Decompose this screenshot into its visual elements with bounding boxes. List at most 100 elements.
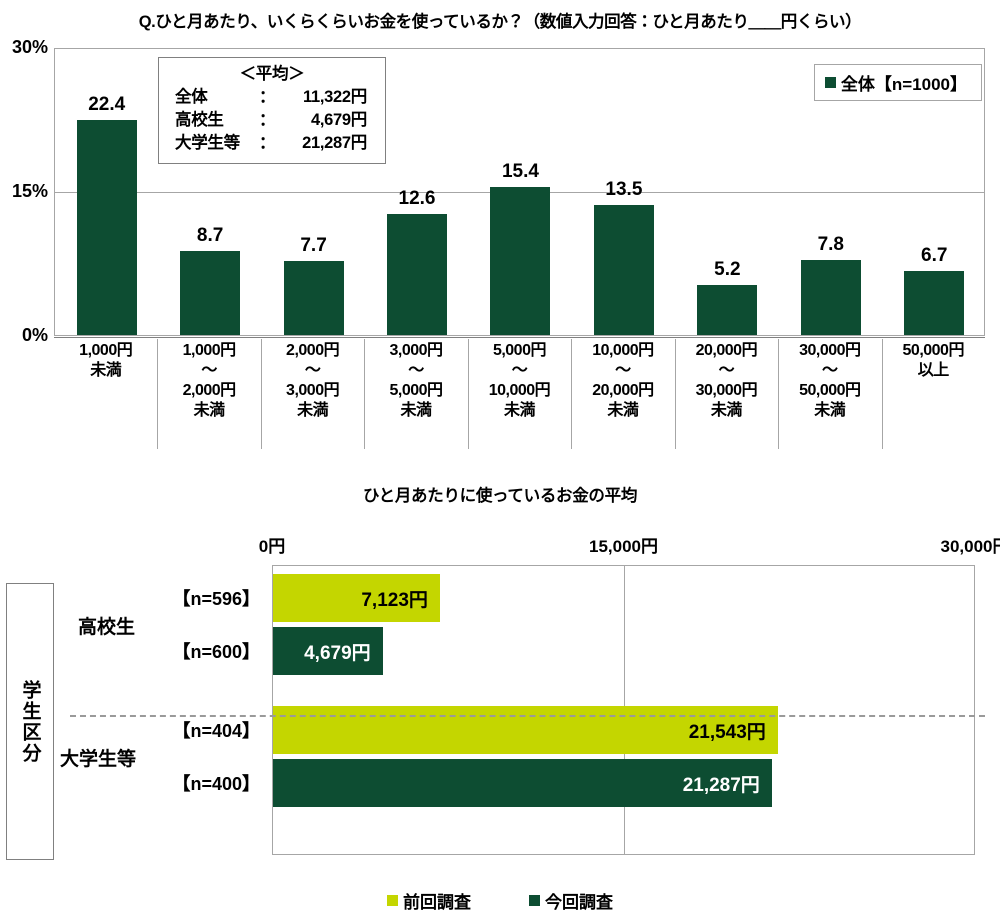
bar-value-label: 5.2 (714, 259, 741, 281)
category-label-line: ～ (718, 362, 735, 379)
category-label: 20,000円 ～ 30,000円 未満 (675, 337, 778, 455)
bar-column: 15.4 (469, 49, 572, 335)
category-label-line: 1,000円 (182, 342, 237, 359)
bottom-chart-title: ひと月あたりに使っているお金の平均 (362, 487, 638, 505)
category-label-line: 20,000円 (695, 342, 758, 359)
x-axis-tick-label: 0円 (258, 537, 286, 556)
category-label: 30,000円 ～ 50,000円 未満 (778, 337, 881, 455)
bottom-x-axis-labels: 0円 15,000円 30,000円 (0, 532, 1000, 558)
category-label-line: 未満 (607, 402, 639, 419)
x-axis-tick (54, 337, 60, 338)
category-label: 50,000円 以上 (882, 337, 985, 455)
bar-column: 12.6 (365, 49, 468, 335)
x-axis-tick (674, 337, 681, 338)
category-label-line: 30,000円 (799, 342, 861, 359)
horizontal-bar-value-label: 4,679円 (304, 642, 371, 664)
bar-value-label: 13.5 (605, 179, 643, 201)
x-axis-tick (778, 337, 785, 338)
category-label-line: 2,000円 (286, 342, 340, 359)
x-axis-tick (157, 337, 164, 338)
category-label-line: ～ (304, 362, 321, 379)
horizontal-bar-value-label: 21,287円 (682, 774, 760, 796)
category-label-line: 3,000円 (389, 342, 444, 359)
bar (904, 270, 965, 335)
category-separator (157, 339, 159, 449)
bar-column: 5.2 (676, 49, 779, 335)
x-axis-tick-label: 15,000円 (589, 537, 658, 556)
legend-label-current: 今回調査 (545, 893, 613, 912)
category-label: 3,000円 ～ 5,000円 未満 (364, 337, 467, 455)
monthly-spending-distribution-chart: Q.ひと月あたり、いくらくらいお金を使っているか？（数値入力回答：ひと月あたり＿… (11, 13, 986, 455)
horizontal-bar: 21,543円 (273, 706, 778, 754)
legend-label-overall: 全体【n=1000】 (840, 75, 967, 94)
category-label-line: ～ (615, 362, 631, 379)
average-key-overall: 全体 (175, 88, 208, 106)
category-label: 2,000円 ～ 3,000円 未満 (261, 337, 364, 455)
axis-title-box: 学生区分 (6, 583, 54, 860)
x-axis-tick (881, 337, 888, 338)
bar-value-label: 12.6 (398, 188, 436, 210)
x-axis-tick-label: 30,000円 (940, 537, 1000, 556)
bar (387, 214, 448, 335)
bar-column: 7.8 (779, 49, 882, 335)
legend-label-previous: 前回調査 (403, 893, 471, 912)
horizontal-bar-value-label: 7,123円 (361, 589, 428, 611)
bar-value-label: 8.7 (196, 225, 224, 247)
average-key-highschool: 高校生 (175, 111, 224, 129)
y-axis-tick-30: 30% (11, 37, 48, 57)
bar-value-label: 22.4 (88, 93, 126, 115)
category-label-line: 1,000円 (79, 342, 133, 359)
horizontal-bar-value-label: 21,543円 (688, 721, 766, 743)
y-axis-tick-15: 15% (11, 181, 48, 201)
category-label-line: ～ (822, 362, 838, 379)
bar (283, 261, 344, 335)
bar-value-label: 7.8 (817, 234, 845, 256)
x-axis-tick (260, 337, 267, 338)
average-colon-overall: ： (259, 88, 276, 106)
category-separator (881, 339, 883, 449)
average-key-university: 大学生等 (175, 134, 240, 152)
top-chart-title: Q.ひと月あたり、いくらくらいお金を使っているか？（数値入力回答：ひと月あたり＿… (138, 13, 862, 31)
bar-column: 8.7 (158, 49, 261, 335)
bar (593, 205, 654, 335)
category-label-line: 5,000円 (389, 382, 444, 399)
bar (490, 187, 551, 335)
top-chart-legend: 全体【n=1000】 (813, 64, 982, 101)
x-axis-tick (571, 337, 578, 338)
average-value-overall: 11,322円 (303, 88, 367, 106)
category-label: 5,000円 ～ 10,000円 未満 (468, 337, 571, 455)
category-label-line: 未満 (297, 402, 329, 419)
sample-size-label: 【n=596】 (172, 589, 260, 609)
category-separator (674, 339, 676, 449)
sample-size-label: 【n=400】 (172, 774, 260, 794)
bar-column: 7.7 (262, 49, 365, 335)
legend-swatch-current (529, 895, 540, 906)
category-axis: 1,000円 未満 1,000円～ 2,000円 未満 2,000円～ 3,000円 未満 3,… (54, 337, 985, 455)
category-label-line: 未満 (90, 362, 122, 379)
bar (76, 119, 137, 335)
category-label-line: 10,000円 (488, 382, 551, 399)
bar-value-label: 15.4 (501, 161, 539, 183)
x-axis-tick (467, 337, 474, 338)
average-box-heading: ＜平均＞ (239, 65, 305, 83)
group-divider-line (70, 715, 985, 717)
average-colon-university: ： (259, 134, 276, 152)
category-label-line: 以上 (917, 362, 950, 379)
average-colon-highschool: ： (259, 111, 276, 129)
bottom-plot-area: 7,123円 4,679円 21,543円 21,287円 (272, 565, 975, 855)
legend-swatch-previous (387, 895, 398, 906)
horizontal-bar: 4,679円 (273, 627, 383, 675)
category-separator (571, 339, 573, 449)
average-value-university: 21,287円 (302, 134, 367, 152)
sample-size-label: 【n=600】 (172, 642, 260, 662)
category-label-line: 50,000円 (902, 342, 965, 359)
category-label-line: 20,000円 (592, 382, 654, 399)
bar-column: 6.7 (883, 49, 986, 335)
bar-column: 13.5 (572, 49, 675, 335)
category-label-line: ～ (408, 362, 424, 379)
group-name-label: 高校生 (78, 616, 136, 638)
category-label-line: 未満 (193, 402, 226, 419)
category-label-line: ～ (511, 362, 528, 379)
category-label-line: 30,000円 (695, 382, 758, 399)
category-label-line: 未満 (814, 402, 846, 419)
